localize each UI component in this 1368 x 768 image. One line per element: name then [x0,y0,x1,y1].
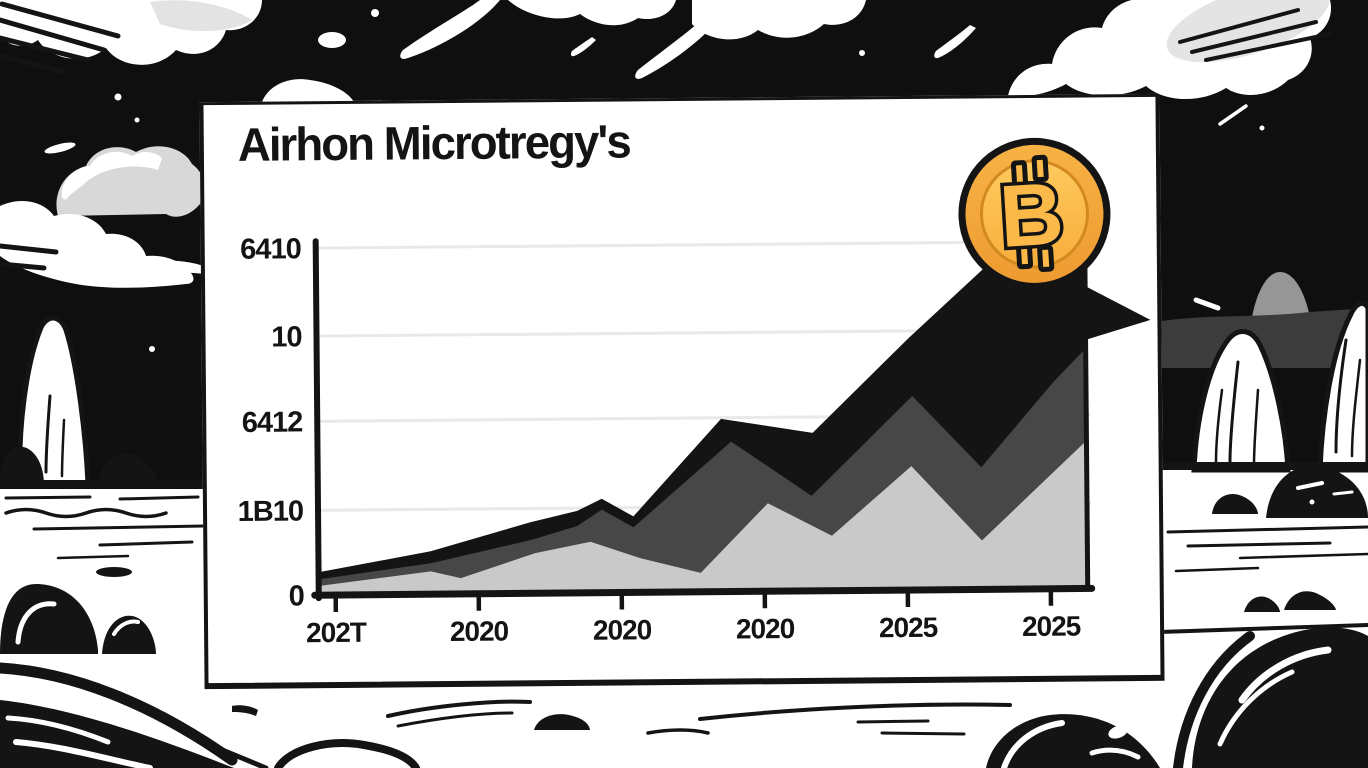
svg-text:B: B [997,163,1066,266]
x-tick-label: 2025 [1022,611,1081,643]
x-tick-mark [619,595,625,610]
x-ticks [333,591,1054,613]
area-chart: 6410 10 6412 1B10 0 202T 2020 2020 2020 2025 2025… [238,137,1151,649]
cloud-mound [262,79,354,102]
x-tick-label: 2020 [450,616,509,648]
axes [311,234,1096,602]
pebble-left [96,567,132,577]
ground-bottom [205,699,1160,768]
stars-left [44,93,155,352]
x-tick-mark [762,594,768,609]
rocks-left [0,584,156,654]
x-axis-labels: 202T 2020 2020 2020 2025 2025 [306,611,1081,649]
chart-areas [318,186,1088,596]
gridline [312,239,1089,250]
comet-icon [400,0,500,59]
iceberg-left [17,315,91,487]
boulder-bottom-left [0,662,238,768]
x-tick-label: 2025 [879,612,938,644]
x-tick-mark [905,593,911,608]
light-gray-area [318,440,1088,596]
cloud-top-left [0,0,262,75]
bitcoin-symbol: B [993,154,1070,273]
x-tick-mark [1048,591,1054,606]
y-tick-label: 10 [271,321,302,353]
x-tick-label: 202T [306,617,367,649]
clouds-top-right [692,0,1332,131]
comet-icon [934,25,976,59]
chart-card: Airhon Microtregy's 6410 10 6412 1B10 0 202T… [199,93,1165,690]
y-tick-label: 0 [288,580,303,612]
landscape-right [1156,272,1368,768]
horizon-left [0,480,207,488]
y-tick-label: 6412 [242,406,303,439]
cloud-left-mid [56,146,205,217]
x-tick-mark [476,596,482,611]
bitcoin-coin-icon: B [958,137,1111,290]
hills-left [0,446,158,484]
y-tick-label: 1B10 [238,495,304,528]
water-left [4,495,206,560]
x-tick-label: 2020 [593,614,652,646]
x-tick-mark [333,598,339,613]
y-tick-label: 6410 [240,233,301,266]
comet-icon [570,37,596,57]
x-tick-label: 2020 [736,613,795,645]
y-axis-labels: 6410 10 6412 1B10 0 [238,233,304,612]
cloud-left-low [0,201,208,288]
